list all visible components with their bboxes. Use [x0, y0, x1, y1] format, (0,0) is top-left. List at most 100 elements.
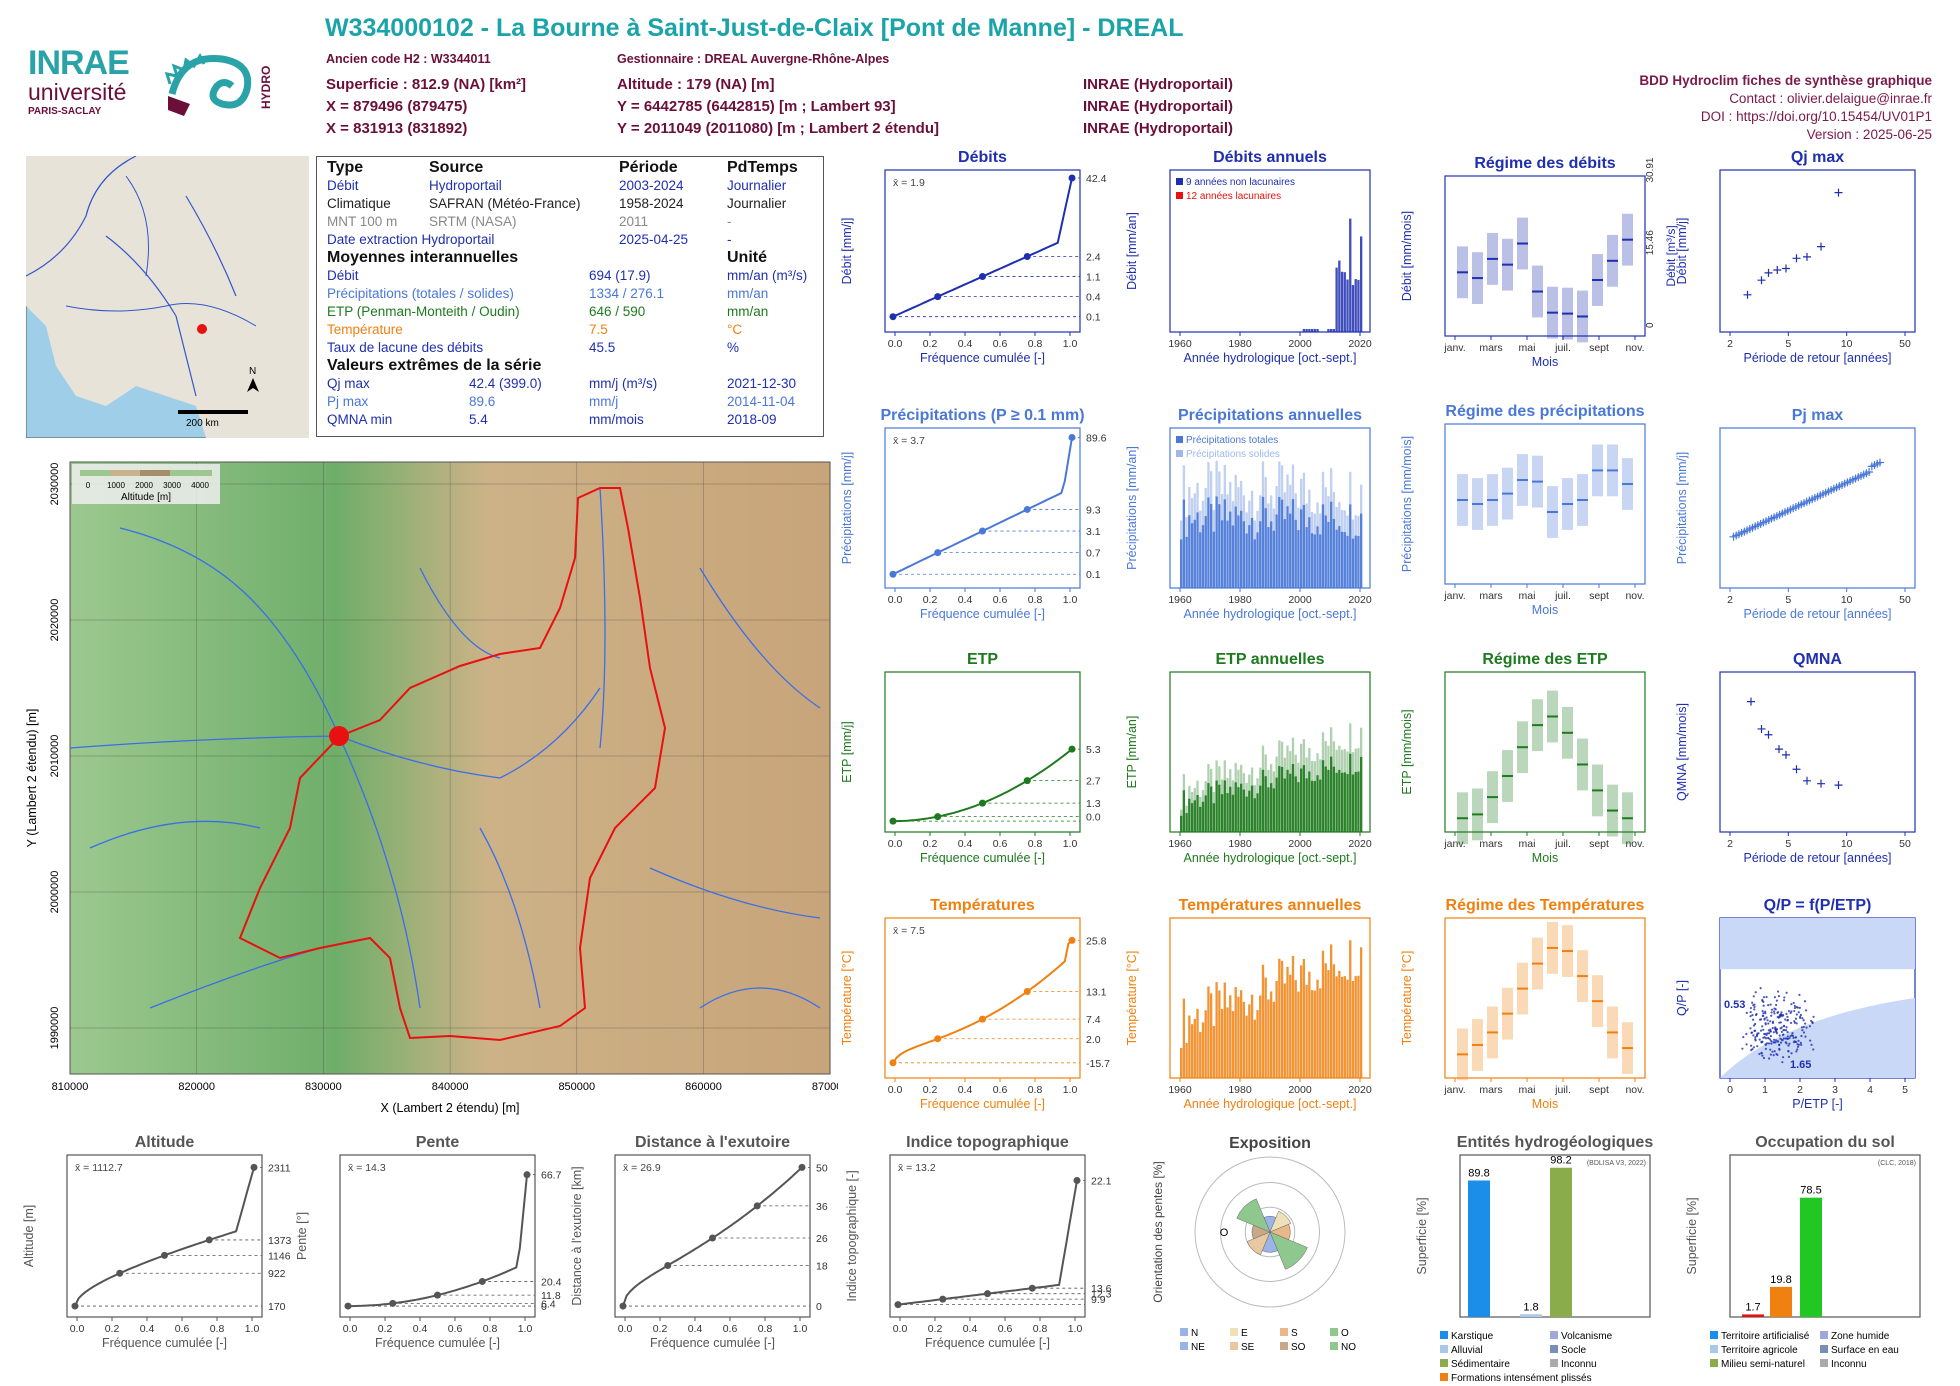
- source-type: Date extraction Hydroportail: [327, 232, 495, 247]
- map-ylabel: Y (Lambert 2 étendu) [m]: [25, 709, 39, 848]
- map-xtick: 870000: [812, 1081, 838, 1093]
- contact[interactable]: Contact : olivier.delaigue@inrae.fr: [1729, 91, 1932, 106]
- annual-bar: [1305, 984, 1308, 1078]
- superficie: Superficie : 812.9 (NA) [km²]: [326, 76, 527, 93]
- qp-point: [1771, 1050, 1774, 1053]
- qp-point: [1799, 1041, 1802, 1044]
- y-axis-label: Précipitations [mm/mois]: [1400, 436, 1414, 572]
- x-tick-label: 0.4: [413, 1323, 428, 1335]
- extreme-value: 5.4: [469, 412, 488, 427]
- x-tick-label: 1960: [1168, 838, 1192, 850]
- mean-label: x̄ = 1.9: [893, 177, 925, 189]
- data-point: [1773, 265, 1782, 274]
- annual-bar: [1351, 774, 1355, 832]
- annual-bar: [1305, 778, 1308, 832]
- qp-point: [1778, 1034, 1781, 1037]
- version: Version : 2025-06-25: [1806, 127, 1932, 142]
- qp-point: [1787, 1009, 1791, 1013]
- annual-bar: [1223, 982, 1226, 1078]
- annual-bar: [1240, 783, 1243, 832]
- quantile-point: [979, 527, 986, 535]
- annual-bar: [1280, 766, 1284, 832]
- annual-bar: [1180, 1048, 1183, 1078]
- qp-point: [1767, 1022, 1770, 1025]
- extreme-date: 2018-09: [727, 412, 777, 427]
- qp-point: [1762, 996, 1766, 999]
- quantile-point: [664, 1261, 672, 1269]
- x-tick-label: 0.8: [483, 1323, 498, 1335]
- annual-bar: [1201, 1022, 1205, 1078]
- annual-bar: [1267, 527, 1270, 588]
- x-tick-label: 0: [1727, 1084, 1733, 1096]
- annual-bar: [1220, 1009, 1224, 1078]
- qp-point: [1755, 1034, 1759, 1038]
- y-axis-label: ETP [mm/an]: [1125, 716, 1139, 789]
- rose-sector: [1269, 1210, 1292, 1233]
- quantile-value-label: 1146: [268, 1250, 291, 1262]
- doi-link[interactable]: DOI : https://doi.org/10.15454/UV01P1: [1700, 109, 1932, 124]
- x-tick-label: 10: [1841, 338, 1853, 350]
- annual-bar: [1220, 520, 1224, 588]
- legend-tick: 0: [86, 481, 91, 490]
- annual-bar: [1324, 963, 1327, 1078]
- annual-bar: [1294, 980, 1297, 1078]
- x-tick-label: 50: [1899, 838, 1911, 850]
- legend-swatch: [1820, 1359, 1828, 1367]
- x-tick-label: 0.8: [210, 1323, 225, 1335]
- qp-point: [1769, 1035, 1773, 1038]
- qp-point: [1793, 1006, 1797, 1010]
- x-tick-label: 2: [1727, 838, 1733, 850]
- x-tick-label: 0.4: [958, 1084, 973, 1096]
- quantile-point: [979, 273, 986, 281]
- qp-point: [1762, 1056, 1766, 1060]
- qp-point: [1769, 1048, 1772, 1051]
- annual-bar: [1204, 795, 1207, 832]
- qp-point: [1788, 1042, 1791, 1045]
- x-tick-label: 0.0: [888, 594, 903, 606]
- x-tick-label: 1.0: [245, 1323, 260, 1335]
- river-line: [419, 567, 501, 659]
- annual-bar: [1310, 780, 1314, 832]
- x-tick-label: 2020: [1348, 338, 1372, 350]
- x-tick-label: sept: [1589, 342, 1609, 354]
- source-timestep: -: [727, 232, 732, 247]
- annual-bar: [1308, 517, 1311, 588]
- annual-bar: [1272, 788, 1276, 832]
- annual-bar: [1278, 765, 1281, 832]
- annual-bar: [1199, 806, 1202, 832]
- right-tick-label: 0: [1645, 322, 1656, 328]
- qp-point: [1774, 1041, 1777, 1044]
- bar-value-label: 89.8: [1468, 1168, 1489, 1180]
- annual-bar: [1196, 1008, 1199, 1078]
- annual-bar: [1234, 782, 1237, 832]
- chart-title: Occupation du sol: [1755, 1134, 1895, 1151]
- y-lambert93: Y = 6442785 (6442815) [m ; Lambert 93]: [617, 98, 896, 115]
- qp-point: [1752, 1004, 1755, 1007]
- quantile-point: [1023, 777, 1031, 785]
- x-tick-label: 2020: [1348, 1084, 1372, 1096]
- annual-bar: [1231, 1011, 1235, 1078]
- annual-bar: [1324, 515, 1327, 588]
- qp-point: [1769, 1030, 1772, 1033]
- annual-bar: [1223, 780, 1226, 832]
- qp-point: [1741, 1047, 1744, 1050]
- info-panel: Type Source Période PdTemps Débit Hydroportai…: [316, 156, 824, 437]
- x-tick-label: 0.2: [923, 594, 938, 606]
- qp-point: [1762, 1004, 1765, 1007]
- percent-bar: [1800, 1197, 1822, 1317]
- qp-point: [1770, 1014, 1773, 1017]
- source-1: INRAE (Hydroportail): [1083, 76, 1233, 93]
- qp-point: [1804, 1009, 1808, 1012]
- col-pdtemps: PdTemps: [727, 159, 798, 176]
- annual-bar: [1332, 766, 1336, 832]
- annual-bar: [1330, 756, 1333, 832]
- x-tick-label: 5: [1785, 338, 1791, 350]
- annual-bar: [1240, 990, 1243, 1078]
- x-tick-label: 0.4: [688, 1323, 703, 1335]
- x-tick-label: sept: [1589, 838, 1609, 850]
- scale-bar: [178, 410, 248, 414]
- qp-point: [1786, 1030, 1789, 1034]
- data-point: [1792, 254, 1801, 263]
- qp-point: [1757, 1032, 1760, 1035]
- quantile-point: [1068, 174, 1076, 182]
